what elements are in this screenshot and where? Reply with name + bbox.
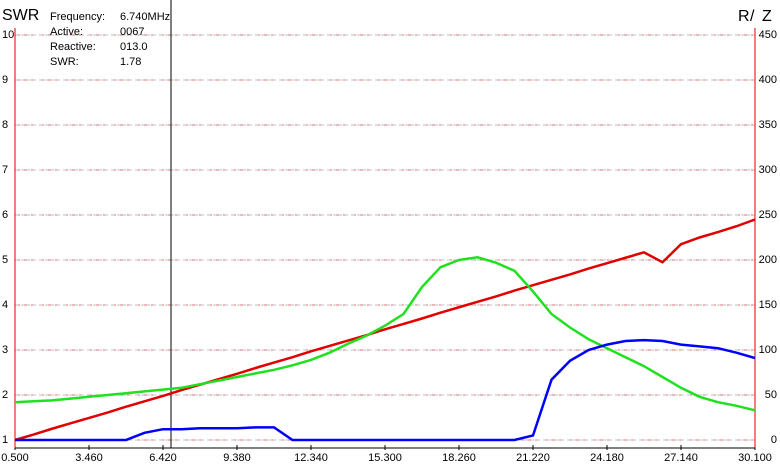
y-tick-label: 5: [2, 254, 8, 266]
x-tick-label: 9.380: [223, 452, 251, 464]
y2-tick-label: 250: [759, 209, 777, 221]
y2-tick-label: 350: [759, 119, 777, 131]
series-line: [15, 338, 756, 442]
x-tick-label: 15.300: [368, 452, 402, 464]
x-tick-label: 24.180: [590, 452, 624, 464]
readout-label: Frequency:: [50, 11, 105, 23]
chart-title: SWR: [2, 7, 39, 24]
y2-tick-label: 300: [759, 164, 777, 176]
readout-label: SWR:: [50, 56, 79, 68]
x-tick-label: 3.460: [75, 452, 103, 464]
y2-tick-label: 400: [759, 74, 777, 86]
x-tick-label: 27.140: [664, 452, 698, 464]
x-tick-label: 12.340: [294, 452, 328, 464]
y-tick-label: 7: [2, 164, 8, 176]
readout-value: 6.740MHz: [120, 11, 170, 23]
y-tick-label: 9: [2, 74, 8, 86]
x-tick-label: 21.220: [516, 452, 550, 464]
x-tick-label: 30.100: [738, 452, 772, 464]
readout-value: 1.78: [120, 56, 141, 68]
x-tick-label: 18.260: [442, 452, 476, 464]
y2-tick-label: 200: [759, 254, 777, 266]
y-tick-label: 10: [2, 29, 14, 41]
readout-value: 013.0: [120, 41, 148, 53]
y-tick-label: 3: [2, 344, 8, 356]
y-tick-label: 1: [2, 434, 8, 446]
series-line: [14, 218, 756, 442]
y2-tick-label: 450: [759, 29, 777, 41]
y2-tick-label: 50: [765, 389, 777, 401]
readout-label: Reactive:: [50, 41, 96, 53]
readout-value: 0067: [120, 26, 144, 38]
y2-tick-label: 0: [771, 434, 777, 446]
x-tick-label: 0.500: [1, 452, 29, 464]
y2-tick-label: 100: [759, 344, 777, 356]
y-tick-label: 2: [2, 389, 8, 401]
readout-label: Active:: [50, 26, 83, 38]
y-tick-label: 6: [2, 209, 8, 221]
x-tick-label: 6.420: [149, 452, 177, 464]
series-line: [14, 256, 756, 412]
y2-tick-label: 150: [759, 299, 777, 311]
y2-title: R: [738, 8, 750, 25]
y-tick-label: 4: [2, 299, 8, 311]
y2-title: /: [750, 8, 755, 25]
y2-title: Z: [762, 8, 772, 25]
y-tick-label: 8: [2, 119, 8, 131]
